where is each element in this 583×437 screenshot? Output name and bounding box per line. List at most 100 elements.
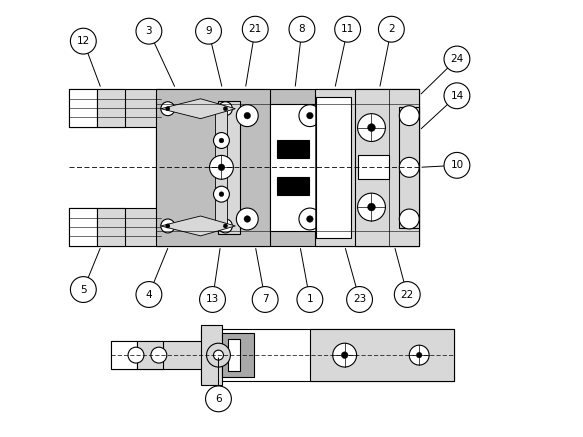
Text: 10: 10 — [451, 160, 463, 170]
Circle shape — [299, 208, 321, 230]
Circle shape — [223, 107, 227, 111]
Circle shape — [347, 287, 373, 312]
Text: 6: 6 — [215, 394, 222, 404]
Text: 7: 7 — [262, 295, 269, 305]
Circle shape — [128, 347, 144, 363]
Bar — [111, 341, 137, 369]
Text: 24: 24 — [450, 54, 463, 64]
Text: 12: 12 — [77, 36, 90, 46]
Text: 9: 9 — [205, 26, 212, 36]
Circle shape — [297, 287, 323, 312]
Text: 2: 2 — [388, 24, 395, 34]
Text: 21: 21 — [248, 24, 262, 34]
Circle shape — [196, 18, 222, 44]
Bar — [69, 208, 97, 246]
Circle shape — [357, 193, 385, 221]
Bar — [315, 89, 419, 246]
Circle shape — [289, 16, 315, 42]
Circle shape — [219, 102, 233, 116]
Text: 5: 5 — [80, 284, 87, 295]
Circle shape — [71, 277, 96, 302]
Polygon shape — [161, 216, 236, 236]
Circle shape — [223, 224, 227, 228]
Bar — [277, 177, 309, 195]
Circle shape — [219, 219, 233, 233]
Circle shape — [399, 157, 419, 177]
Circle shape — [71, 28, 96, 54]
Bar — [277, 141, 309, 158]
Circle shape — [161, 102, 175, 116]
Bar — [156, 89, 270, 246]
Bar — [69, 89, 97, 127]
Polygon shape — [161, 99, 236, 118]
Text: 3: 3 — [146, 26, 152, 36]
Circle shape — [399, 106, 419, 125]
Circle shape — [219, 192, 224, 197]
Circle shape — [219, 138, 224, 143]
Circle shape — [409, 345, 429, 365]
Bar — [111, 341, 202, 369]
Circle shape — [307, 216, 313, 222]
Circle shape — [368, 203, 375, 211]
Bar — [69, 208, 161, 246]
Text: 1: 1 — [307, 295, 313, 305]
Circle shape — [136, 18, 162, 44]
Circle shape — [341, 352, 348, 358]
Bar — [223, 333, 254, 377]
Bar — [137, 341, 163, 369]
Bar — [310, 329, 454, 381]
Circle shape — [307, 112, 313, 119]
Circle shape — [335, 16, 360, 42]
Circle shape — [399, 209, 419, 229]
Bar — [69, 89, 161, 127]
Circle shape — [206, 386, 231, 412]
Circle shape — [136, 281, 162, 308]
Circle shape — [199, 287, 226, 312]
Text: 8: 8 — [298, 24, 305, 34]
Circle shape — [444, 46, 470, 72]
Bar — [354, 89, 419, 246]
Circle shape — [299, 105, 321, 127]
Circle shape — [161, 219, 175, 233]
Circle shape — [368, 124, 375, 132]
Circle shape — [333, 343, 357, 367]
Text: 13: 13 — [206, 295, 219, 305]
Bar — [316, 97, 350, 238]
Circle shape — [416, 352, 422, 358]
Circle shape — [444, 153, 470, 178]
Text: 11: 11 — [341, 24, 354, 34]
Circle shape — [357, 114, 385, 142]
Circle shape — [213, 132, 229, 149]
Bar — [399, 107, 419, 228]
Circle shape — [244, 216, 251, 222]
Bar — [357, 156, 389, 179]
Circle shape — [166, 224, 170, 228]
Circle shape — [236, 105, 258, 127]
Circle shape — [394, 281, 420, 308]
Text: 14: 14 — [450, 91, 463, 101]
Circle shape — [252, 287, 278, 312]
Circle shape — [151, 347, 167, 363]
Circle shape — [213, 186, 229, 202]
Circle shape — [206, 343, 230, 367]
Bar — [156, 89, 419, 246]
Text: 4: 4 — [146, 290, 152, 299]
Circle shape — [218, 164, 225, 171]
Circle shape — [243, 16, 268, 42]
Circle shape — [213, 350, 223, 360]
Circle shape — [236, 208, 258, 230]
Circle shape — [166, 107, 170, 111]
Bar — [219, 101, 240, 234]
Bar — [216, 109, 227, 226]
Bar — [97, 208, 125, 246]
Circle shape — [378, 16, 404, 42]
Circle shape — [444, 83, 470, 109]
Bar — [201, 329, 454, 381]
Circle shape — [244, 112, 251, 119]
Text: 23: 23 — [353, 295, 366, 305]
Text: 22: 22 — [401, 290, 414, 299]
Bar — [201, 325, 223, 385]
Bar — [97, 89, 125, 127]
Circle shape — [209, 156, 233, 179]
Bar — [270, 104, 325, 231]
